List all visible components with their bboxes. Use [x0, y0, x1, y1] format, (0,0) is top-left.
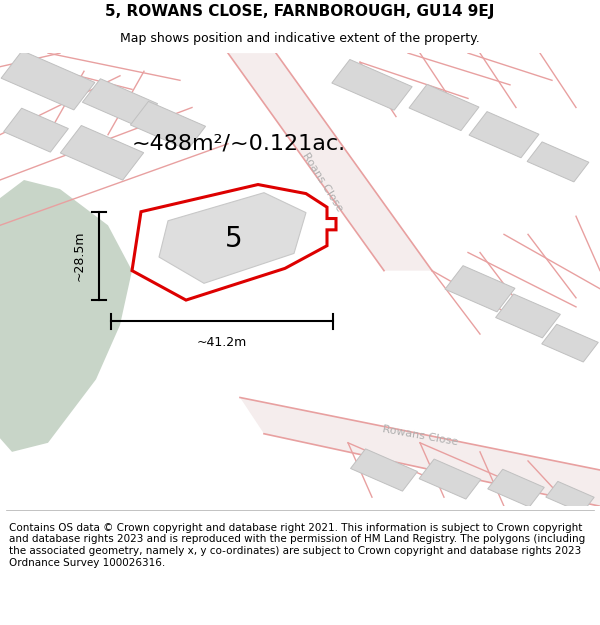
Text: ~28.5m: ~28.5m — [73, 231, 86, 281]
Text: Roans Close: Roans Close — [300, 151, 344, 214]
Polygon shape — [469, 112, 539, 158]
Polygon shape — [228, 53, 432, 271]
Polygon shape — [350, 449, 418, 491]
Polygon shape — [4, 108, 68, 152]
Text: 5, ROWANS CLOSE, FARNBOROUGH, GU14 9EJ: 5, ROWANS CLOSE, FARNBOROUGH, GU14 9EJ — [106, 4, 494, 19]
Polygon shape — [1, 51, 95, 110]
Text: Map shows position and indicative extent of the property.: Map shows position and indicative extent… — [120, 32, 480, 45]
Text: 5: 5 — [225, 225, 243, 253]
Text: Contains OS data © Crown copyright and database right 2021. This information is : Contains OS data © Crown copyright and d… — [9, 523, 585, 568]
Polygon shape — [61, 126, 143, 180]
Polygon shape — [488, 469, 544, 507]
Polygon shape — [546, 481, 594, 513]
Polygon shape — [445, 266, 515, 312]
Polygon shape — [130, 101, 206, 150]
Polygon shape — [542, 324, 598, 362]
Polygon shape — [419, 459, 481, 499]
Text: ~488m²/~0.121ac.: ~488m²/~0.121ac. — [132, 134, 346, 154]
Polygon shape — [159, 192, 306, 283]
Polygon shape — [82, 79, 158, 128]
Polygon shape — [332, 59, 412, 110]
Polygon shape — [409, 84, 479, 131]
Polygon shape — [240, 398, 600, 506]
Text: Rowans Close: Rowans Close — [382, 424, 458, 448]
Polygon shape — [496, 294, 560, 338]
Polygon shape — [527, 142, 589, 182]
Text: ~41.2m: ~41.2m — [197, 336, 247, 349]
Polygon shape — [0, 180, 132, 452]
